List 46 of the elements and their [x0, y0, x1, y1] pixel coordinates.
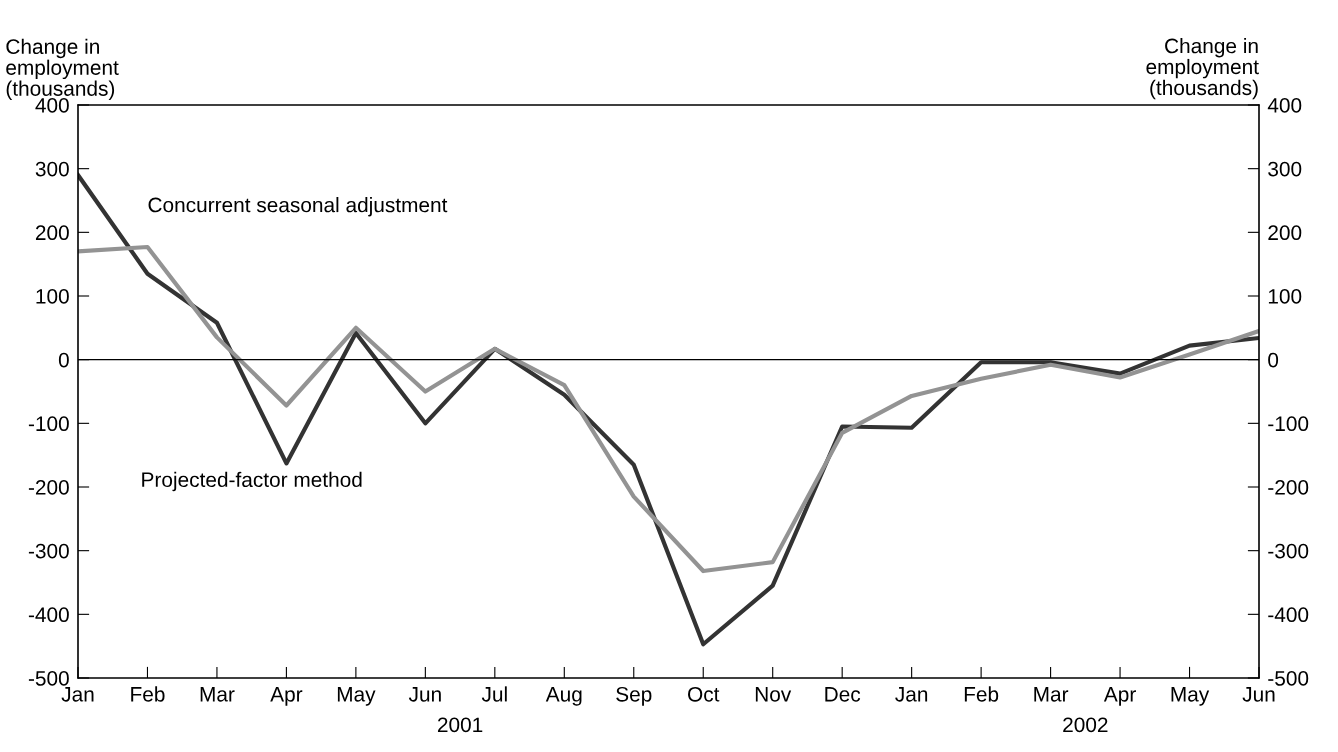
y-tick-label: -300 [28, 543, 69, 559]
x-tick-label: Apr [270, 687, 303, 706]
x-tick-label: May [337, 687, 376, 706]
line-series [78, 244, 1259, 574]
x-tick-label: Mar [1034, 687, 1069, 702]
y2-tick-label: 200 [1268, 225, 1302, 241]
y-tick-label: 300 [35, 161, 69, 177]
x-tick-label: Jun [408, 687, 441, 702]
y2-tick-label: 400 [1267, 98, 1302, 113]
series-label: Concurrent seasonal adjustment [148, 197, 448, 217]
x-tick-label: May [1171, 687, 1210, 706]
x-tick-label: Dec [825, 687, 861, 702]
y2-tick-label: 300 [1268, 161, 1302, 177]
y2-tick-label: -500 [1268, 671, 1309, 686]
line-series [78, 172, 1259, 647]
y-tick-label: -400 [28, 607, 69, 623]
x-tick-label: Oct [688, 686, 720, 702]
x-tick-label: Jan [61, 687, 94, 702]
y-tick-label: 400 [35, 98, 69, 113]
y-tick-label: -200 [28, 480, 69, 495]
x-tick-label: Jun [1242, 687, 1275, 702]
x-tick-label: Jul [481, 686, 507, 702]
y2-tick-label: -400 [1268, 607, 1309, 623]
x-tick-label: Apr [1103, 687, 1136, 706]
y-tick-label: -500 [28, 671, 69, 686]
x-tick-label: Mar [200, 687, 235, 702]
y-tick-label: -100 [28, 416, 69, 432]
y2-tick-label: 0 [1268, 352, 1279, 368]
series-label: Projected-factor method [142, 471, 362, 492]
y2-tick-label: 100 [1268, 289, 1302, 304]
y-axis-title: Change in employment (thousands) [6, 38, 119, 100]
y2-axis-title: Change in employment (thousands) [1146, 37, 1259, 100]
text: 2001 [437, 717, 483, 733]
y-tick-label: 100 [36, 289, 69, 304]
text: 2002 [1063, 717, 1108, 733]
x-tick-label: Feb [131, 686, 165, 702]
y-tick-label: 200 [35, 225, 69, 241]
x-tick-label: Sep [616, 686, 652, 706]
y2-tick-label: -200 [1268, 480, 1309, 495]
y2-tick-label: -300 [1268, 543, 1309, 559]
x-tick-label: Jan [895, 687, 928, 702]
x-tick-label: Aug [545, 687, 582, 706]
y-tick-label: 0 [58, 352, 69, 368]
x-tick-label: Nov [755, 687, 792, 702]
y2-tick-label: -100 [1268, 416, 1309, 432]
x-tick-label: Feb [964, 686, 999, 702]
